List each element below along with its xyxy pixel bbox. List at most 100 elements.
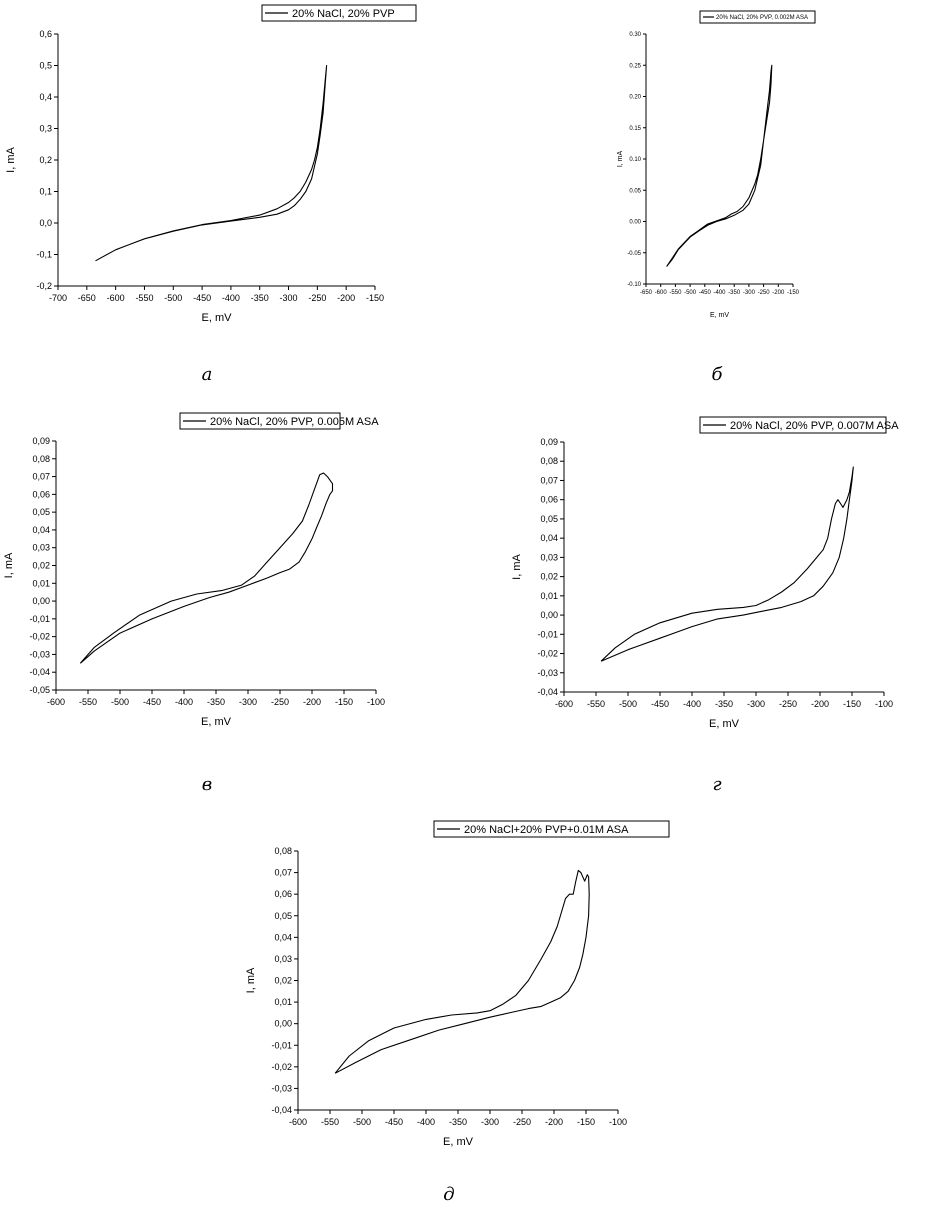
x-tick-label: -700: [49, 293, 67, 303]
legend-box: [699, 10, 816, 24]
y-axis-title: I, mA: [3, 552, 15, 578]
x-tick-label: -300: [747, 699, 765, 709]
x-tick-label: -450: [143, 697, 161, 707]
x-tick-label: -300: [743, 290, 756, 296]
y-tick-label: 0,00: [540, 610, 558, 620]
y-axis-title: I, mA: [5, 147, 17, 173]
x-tick-label: -350: [207, 697, 225, 707]
x-tick-label: -100: [367, 697, 385, 707]
x-tick-label: -200: [811, 699, 829, 709]
cv-curve-series: [600, 466, 854, 662]
x-tick-label: -400: [713, 290, 726, 296]
x-tick-label: -400: [175, 697, 193, 707]
y-tick-label: 0,05: [32, 507, 50, 517]
y-tick-label: 0,08: [540, 456, 558, 466]
x-tick-label: -350: [715, 699, 733, 709]
x-tick-label: -100: [609, 1117, 627, 1127]
x-tick-label: -250: [758, 290, 771, 296]
y-tick-label: -0,05: [29, 685, 50, 695]
y-tick-label: -0,03: [537, 668, 558, 678]
y-tick-label: 0,04: [32, 525, 50, 535]
y-tick-label: 0,01: [540, 591, 558, 601]
x-tick-label: -550: [79, 697, 97, 707]
x-tick-label: -500: [353, 1117, 371, 1127]
legend-entry: 20% NaCl, 20% PVP, 0.007M ASA: [730, 420, 899, 432]
x-tick-label: -150: [335, 697, 353, 707]
y-tick-label: 0,06: [540, 495, 558, 505]
y-tick-label: -0,01: [29, 614, 50, 624]
chart-panel-d: -600 -550 -500 -450 -400 -350 -300 -250 -200 -150…: [511, 416, 899, 795]
x-tick-label: -350: [728, 290, 741, 296]
y-tick-label: 0.15: [629, 126, 641, 132]
x-tick-label: -200: [772, 290, 785, 296]
y-axis-title: I, mA: [617, 151, 624, 168]
y-tick-label: 0,02: [32, 561, 50, 571]
legend-box: [179, 412, 341, 430]
panel-caption: а: [202, 364, 213, 385]
x-tick-label: -550: [669, 290, 682, 296]
y-tick-label: -0,01: [271, 1040, 292, 1050]
legend-box: [433, 820, 670, 838]
x-tick-label: -500: [684, 290, 697, 296]
y-tick-label: 0,07: [540, 475, 558, 485]
y-axis-title: I, mA: [245, 967, 257, 993]
x-tick-label: -400: [417, 1117, 435, 1127]
x-tick-label: -600: [555, 699, 573, 709]
y-tick-label: -0,02: [537, 649, 558, 659]
y-tick-label: 0,07: [274, 868, 292, 878]
x-tick-label: -600: [289, 1117, 307, 1127]
x-tick-label: -600: [655, 290, 668, 296]
x-tick-label: -150: [577, 1117, 595, 1127]
y-tick-label: -0,02: [271, 1062, 292, 1072]
y-tick-label: 0,04: [274, 932, 292, 942]
x-axis-title: E, mV: [201, 716, 232, 728]
panel-caption: б: [712, 364, 724, 385]
legend-box: [699, 416, 887, 434]
x-tick-label: -200: [303, 697, 321, 707]
y-tick-label: 0,08: [274, 846, 292, 856]
y-tick-label: 0,04: [540, 533, 558, 543]
y-tick-label: 0,02: [540, 572, 558, 582]
x-tick-label: -100: [875, 699, 893, 709]
cv-curve-series: [95, 64, 328, 262]
x-tick-label: -450: [193, 293, 211, 303]
y-tick-label: 0,05: [540, 514, 558, 524]
cv-curve-series: [79, 472, 334, 664]
x-tick-label: -500: [619, 699, 637, 709]
cv-curve-series: [334, 869, 590, 1074]
y-tick-label: 0.00: [629, 220, 641, 226]
y-tick-label: 0,4: [39, 92, 52, 102]
x-tick-label: -300: [239, 697, 257, 707]
y-tick-label: -0.10: [627, 282, 641, 288]
x-tick-label: -250: [308, 293, 326, 303]
legend-entry: 20% NaCl, 20% PVP: [292, 8, 395, 20]
y-tick-label: 0,09: [32, 436, 50, 446]
y-tick-label: -0,1: [36, 250, 52, 260]
x-tick-label: -350: [251, 293, 269, 303]
y-tick-label: -0,04: [537, 687, 558, 697]
y-tick-label: -0,03: [271, 1083, 292, 1093]
x-tick-label: -150: [843, 699, 861, 709]
y-tick-label: -0,01: [537, 629, 558, 639]
x-tick-label: -500: [164, 293, 182, 303]
x-tick-label: -200: [545, 1117, 563, 1127]
x-axis-title: E, mV: [709, 718, 740, 730]
y-tick-label: 0,03: [540, 552, 558, 562]
chart-panel-b: -650 -600 -550 -500 -450 -400 -350 -300 -250 -200…: [617, 10, 816, 385]
y-tick-label: 0,6: [39, 29, 52, 39]
y-tick-label: 0,03: [274, 954, 292, 964]
y-tick-label: -0,04: [29, 667, 50, 677]
panel-caption: г: [712, 774, 721, 795]
x-tick-label: -400: [222, 293, 240, 303]
x-tick-label: -450: [699, 290, 712, 296]
y-tick-label: 0,1: [39, 187, 52, 197]
chart-panel-e: -600 -550 -500 -450 -400 -350 -300 -250 -200 -150…: [245, 820, 670, 1205]
x-axis-title: E, mV: [202, 312, 233, 324]
legend-entry: 20% NaCl, 20% PVP, 0.005M ASA: [210, 416, 379, 428]
x-tick-label: -550: [587, 699, 605, 709]
y-tick-label: 0,0: [39, 218, 52, 228]
x-tick-label: -250: [779, 699, 797, 709]
y-tick-label: -0,02: [29, 632, 50, 642]
x-tick-label: -450: [651, 699, 669, 709]
chart-panel-a: -700 -650 -600 -550 -500 -450 -400 -350 -300 -250…: [5, 4, 417, 385]
